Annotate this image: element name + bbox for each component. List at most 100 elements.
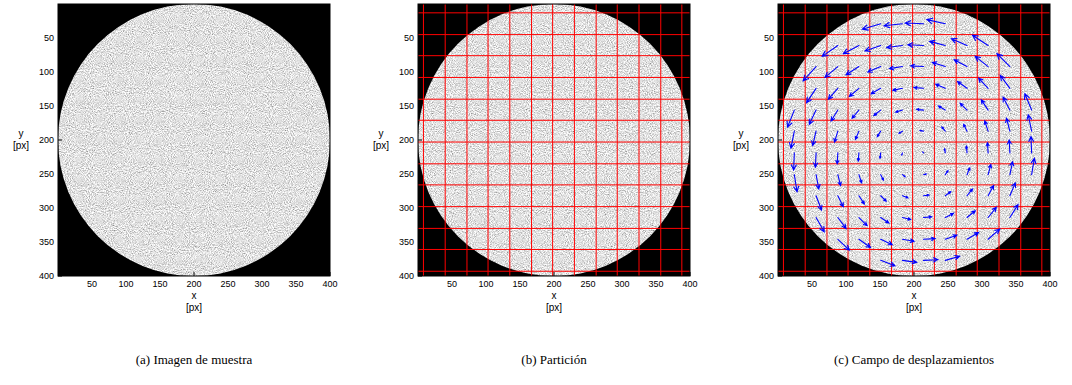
partition-line-h bbox=[778, 77, 1050, 78]
displacement-arrow bbox=[881, 239, 893, 244]
partition-line-h bbox=[418, 12, 690, 13]
partition-line-v bbox=[617, 4, 618, 276]
image-background bbox=[418, 4, 690, 276]
displacement-arrow bbox=[836, 153, 839, 164]
y-tick bbox=[418, 106, 422, 107]
displacement-arrow bbox=[838, 175, 841, 186]
x-tick-label: 100 bbox=[478, 279, 493, 289]
axes-frame bbox=[418, 4, 690, 276]
displacement-arrow bbox=[967, 232, 979, 239]
x-tick-label: 50 bbox=[807, 279, 817, 289]
displacement-arrow bbox=[905, 21, 923, 26]
displacement-arrow bbox=[902, 175, 905, 177]
x-tick bbox=[194, 272, 195, 276]
panel-caption: (c) Campo de desplazamientos bbox=[834, 352, 994, 367]
x-axis-unit: [px] bbox=[186, 302, 202, 313]
displacement-arrow bbox=[803, 67, 816, 81]
displacement-arrow bbox=[896, 110, 903, 112]
displacement-arrow bbox=[984, 121, 988, 131]
partition-line-h bbox=[418, 99, 690, 100]
x-axis-title: x bbox=[552, 290, 557, 301]
partition-line-h bbox=[418, 271, 690, 272]
displacement-arrow bbox=[879, 153, 881, 158]
y-tick bbox=[418, 242, 422, 243]
displacement-arrow bbox=[1006, 118, 1010, 131]
partition-line-v bbox=[574, 4, 575, 276]
y-tick-label: 200 bbox=[399, 135, 414, 145]
x-tick bbox=[846, 272, 847, 276]
y-tick bbox=[778, 72, 782, 73]
displacement-arrow bbox=[924, 258, 938, 262]
displacement-arrow bbox=[954, 60, 967, 67]
partition-line-h bbox=[418, 163, 690, 164]
displacement-arrow bbox=[917, 109, 924, 111]
y-tick bbox=[58, 72, 62, 73]
displacement-arrow bbox=[945, 255, 959, 260]
x-tick bbox=[262, 272, 263, 276]
displacement-arrow bbox=[924, 237, 936, 240]
displacement-arrow bbox=[986, 143, 989, 153]
y-tick bbox=[418, 174, 422, 175]
y-tick bbox=[778, 106, 782, 107]
displacement-arrow bbox=[881, 175, 884, 180]
x-tick bbox=[914, 272, 915, 276]
speckle-disk bbox=[58, 4, 330, 276]
y-tick-label: 50 bbox=[44, 33, 54, 43]
displacement-arrow bbox=[852, 110, 859, 118]
y-tick-label: 50 bbox=[764, 33, 774, 43]
displacement-arrow bbox=[930, 40, 946, 45]
plot-area bbox=[778, 4, 1050, 276]
displacement-arrow bbox=[881, 196, 886, 201]
y-tick-label: 250 bbox=[759, 169, 774, 179]
partition-line-v bbox=[805, 4, 806, 276]
panel: 5010015020025030035040050100150200250300… bbox=[733, 4, 1058, 367]
y-tick bbox=[778, 140, 782, 141]
displacement-arrow bbox=[846, 67, 859, 75]
x-tick-label: 100 bbox=[118, 279, 133, 289]
displacement-arrow bbox=[927, 18, 945, 23]
y-tick bbox=[418, 38, 422, 39]
x-tick bbox=[554, 272, 555, 276]
x-tick-label: 200 bbox=[186, 279, 201, 289]
x-axis-unit: [px] bbox=[546, 302, 562, 313]
partition-line-h bbox=[778, 55, 1050, 56]
partition-line-v bbox=[596, 4, 597, 276]
partition-line-v bbox=[869, 4, 870, 276]
x-tick bbox=[452, 272, 453, 276]
x-tick-label: 300 bbox=[974, 279, 989, 289]
displacement-arrow bbox=[859, 196, 864, 204]
y-tick-label: 200 bbox=[759, 135, 774, 145]
displacement-arrow bbox=[1010, 205, 1018, 218]
panel: 5010015020025030035040050100150200250300… bbox=[13, 4, 338, 367]
y-tick bbox=[418, 276, 422, 277]
x-tick bbox=[160, 272, 161, 276]
displacement-arrow bbox=[862, 24, 880, 30]
x-tick-label: 50 bbox=[447, 279, 457, 289]
displacement-arrow bbox=[945, 213, 953, 217]
displacement-arrow bbox=[988, 207, 996, 217]
partition-line-h bbox=[778, 184, 1050, 185]
y-tick-label: 100 bbox=[399, 67, 414, 77]
displacement-arrow bbox=[874, 110, 881, 115]
axes-frame bbox=[778, 4, 1050, 276]
displacement-arrow bbox=[859, 218, 867, 226]
displacement-arrow bbox=[945, 171, 948, 175]
x-tick-label: 200 bbox=[906, 279, 921, 289]
displacement-arrow bbox=[881, 260, 895, 266]
partition-line-v bbox=[466, 4, 467, 276]
y-axis-unit: [px] bbox=[373, 140, 389, 151]
x-tick bbox=[982, 272, 983, 276]
x-axis-title: x bbox=[192, 290, 197, 301]
displacement-arrow bbox=[944, 149, 945, 153]
displacement-arrow bbox=[838, 239, 850, 250]
x-tick-label: 300 bbox=[614, 279, 629, 289]
partition-line-v bbox=[848, 4, 849, 276]
y-tick bbox=[778, 38, 782, 39]
partition-line-h bbox=[418, 249, 690, 250]
x-tick-label: 250 bbox=[220, 279, 235, 289]
partition-line-v bbox=[999, 4, 1000, 276]
displacement-arrow bbox=[1027, 115, 1032, 131]
y-axis-title: y bbox=[739, 128, 744, 139]
displacement-arrow bbox=[942, 127, 945, 131]
y-tick bbox=[58, 140, 62, 141]
